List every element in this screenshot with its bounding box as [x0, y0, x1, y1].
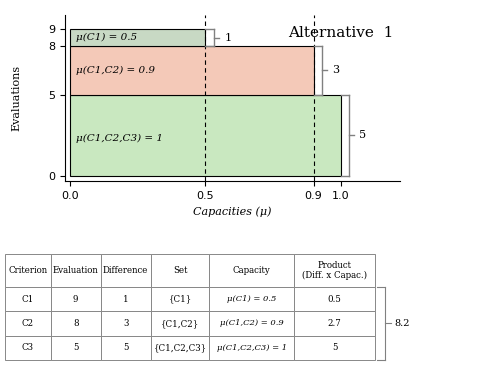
Text: 2.7: 2.7 [328, 319, 342, 328]
Bar [5, 336, 51, 360]
Bar [210, 287, 294, 311]
Y-axis label: Evaluations: Evaluations [12, 65, 22, 131]
Bar [210, 336, 294, 360]
Bar [50, 287, 100, 311]
Text: 5: 5 [332, 343, 338, 352]
Bar [100, 336, 150, 360]
Text: μ(C1,C2,C3) = 1: μ(C1,C2,C3) = 1 [76, 134, 163, 143]
Text: Evaluation: Evaluation [53, 266, 98, 275]
Bar [50, 254, 100, 287]
Text: 5: 5 [123, 343, 128, 352]
Bar [210, 311, 294, 336]
Text: μ(C1,C2) = 0.9: μ(C1,C2) = 0.9 [220, 319, 284, 328]
Text: Capacity: Capacity [233, 266, 270, 275]
Text: Criterion: Criterion [8, 266, 48, 275]
Text: 9: 9 [73, 295, 78, 304]
Text: {C1}: {C1} [168, 295, 192, 304]
Text: Set: Set [173, 266, 188, 275]
Text: 1: 1 [224, 32, 232, 43]
Text: {C1,C2}: {C1,C2} [161, 319, 199, 328]
Bar [50, 336, 100, 360]
Text: 8: 8 [73, 319, 78, 328]
Text: C2: C2 [22, 319, 34, 328]
Bar [294, 287, 375, 311]
Bar [150, 287, 210, 311]
Bar [150, 311, 210, 336]
Text: 0.5: 0.5 [328, 295, 342, 304]
Text: Difference: Difference [103, 266, 148, 275]
Bar [100, 311, 150, 336]
Bar [70, 95, 340, 176]
Text: Product
(Diff. x Capac.): Product (Diff. x Capac.) [302, 261, 367, 280]
Text: 3: 3 [123, 319, 128, 328]
Text: 1: 1 [123, 295, 128, 304]
Bar [150, 336, 210, 360]
Bar [5, 287, 51, 311]
Bar [100, 287, 150, 311]
Bar [70, 46, 314, 95]
Bar [5, 311, 51, 336]
Text: 5: 5 [360, 131, 366, 141]
Text: μ(C1,C2) = 0.9: μ(C1,C2) = 0.9 [76, 66, 155, 75]
Bar [150, 254, 210, 287]
Text: 8.2: 8.2 [394, 319, 410, 328]
X-axis label: Capacities (μ): Capacities (μ) [193, 206, 272, 217]
Text: Alternative  1: Alternative 1 [288, 26, 394, 40]
Bar [100, 254, 150, 287]
Bar [5, 254, 51, 287]
Bar [294, 336, 375, 360]
Text: μ(C1) = 0.5: μ(C1) = 0.5 [227, 295, 276, 303]
Text: 5: 5 [73, 343, 78, 352]
Text: C3: C3 [22, 343, 34, 352]
Text: μ(C1,C2,C3) = 1: μ(C1,C2,C3) = 1 [217, 344, 287, 352]
Bar [294, 311, 375, 336]
Bar [70, 29, 206, 46]
Text: μ(C1) = 0.5: μ(C1) = 0.5 [76, 33, 137, 42]
Bar [50, 311, 100, 336]
Text: {C1,C2,C3}: {C1,C2,C3} [154, 343, 206, 352]
Text: C1: C1 [22, 295, 34, 304]
Bar [210, 254, 294, 287]
Text: 3: 3 [332, 65, 340, 75]
Bar [294, 254, 375, 287]
